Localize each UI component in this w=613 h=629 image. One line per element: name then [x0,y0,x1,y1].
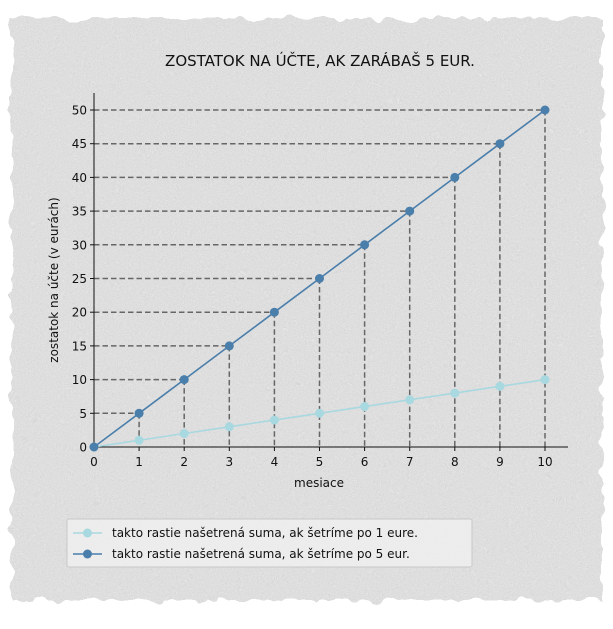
legend: takto rastie našetrená suma, ak šetríme … [66,518,473,568]
data-point [360,402,370,412]
data-point [450,172,460,182]
data-point [495,139,505,149]
x-tick-label: 0 [90,455,98,469]
paper-background [12,18,602,600]
x-tick-label: 10 [537,455,552,469]
data-point [269,307,279,317]
data-point [315,408,324,418]
y-axis-label: zostatok na účte (v eurách) [47,197,61,362]
y-tick-label: 40 [72,171,87,185]
y-tick-label: 50 [72,104,87,118]
x-tick-label: 7 [406,455,414,469]
data-point [450,388,460,398]
data-point [179,375,189,385]
x-tick-label: 5 [316,455,324,469]
series-layer [89,105,550,452]
y-tick-label: 0 [79,441,87,455]
data-point [224,422,234,432]
legend-label-5eur: takto rastie našetrená suma, ak šetríme … [112,547,410,561]
x-tick-label: 9 [496,455,504,469]
data-point [360,240,370,250]
data-point [405,395,415,405]
x-axis-label: mesiace [294,476,344,490]
y-tick-label: 5 [79,407,87,421]
y-tick-label: 30 [72,238,87,252]
legend-swatch-marker-1eur [83,528,92,538]
legend-label-1eur: takto rastie našetrená suma, ak šetríme … [112,526,418,540]
x-tick-label: 1 [135,455,143,469]
data-point [540,375,550,385]
x-tick-label: 4 [271,455,279,469]
data-point [134,408,144,418]
y-tick-label: 20 [72,306,87,320]
x-axis-ticks: 0 1 2 3 4 5 6 7 8 9 10 [90,447,553,469]
data-point [224,341,234,351]
legend-entry-1eur: takto rastie našetrená suma, ak šetríme … [73,526,418,540]
data-point [269,415,279,425]
x-tick-label: 6 [361,455,369,469]
data-point [89,442,99,452]
data-point [179,429,189,439]
data-point [134,435,144,445]
data-point [405,206,415,216]
y-tick-label: 25 [72,272,87,286]
data-point [540,105,550,115]
data-point [315,274,324,283]
y-tick-label: 35 [72,205,87,219]
y-axis-ticks: 0 5 10 15 20 25 30 35 40 45 50 [72,104,94,455]
y-tick-label: 10 [72,373,87,387]
legend-entry-5eur: takto rastie našetrená suma, ak šetríme … [73,547,410,561]
y-tick-label: 45 [72,137,87,151]
data-point [495,381,505,391]
x-tick-label: 2 [180,455,188,469]
x-tick-label: 8 [451,455,459,469]
x-tick-label: 3 [225,455,233,469]
legend-frame [66,518,473,568]
legend-swatch-marker-5eur [83,549,92,559]
chart-title: ZOSTATOK NA ÚČTE, AK ZARÁBAŠ 5 EUR. [165,51,475,70]
series-5eur [89,105,550,452]
y-tick-label: 15 [72,339,87,353]
